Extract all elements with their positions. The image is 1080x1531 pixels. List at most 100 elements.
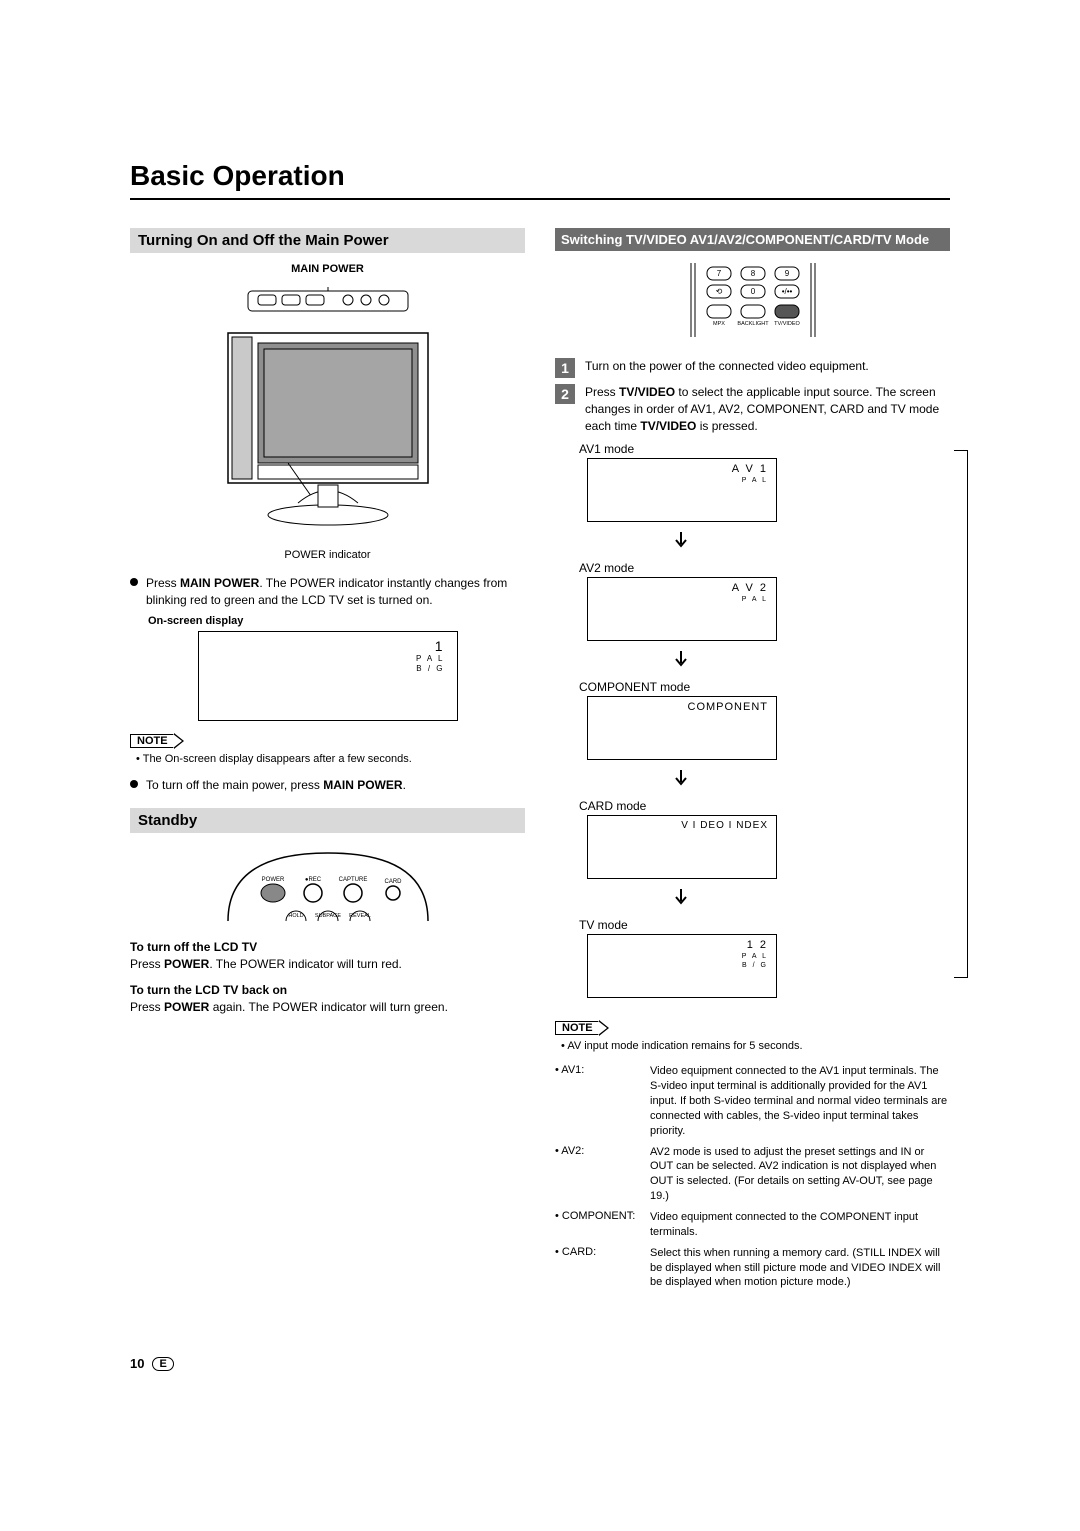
step-1: 1 Turn on the power of the connected vid… <box>555 358 950 378</box>
bold-main-power: MAIN POWER <box>180 576 259 590</box>
mode-av1: AV1 mode A V 1 P A L <box>579 442 950 522</box>
svg-text:•/••: •/•• <box>781 287 792 296</box>
mode-label: CARD mode <box>579 799 950 813</box>
arrow-down-icon <box>675 532 687 552</box>
tv-illustration: POWER indicator <box>130 283 525 563</box>
svg-text:CARD: CARD <box>384 879 402 885</box>
mode-box: A V 2 P A L <box>587 577 777 641</box>
remote-illustration: 7 8 9 ⟲ 0 •/•• MPX BACKLIGHT TV/VIDEO <box>555 261 950 344</box>
svg-text:BACKLIGHT: BACKLIGHT <box>737 321 769 327</box>
def-key: • AV1: <box>555 1064 650 1138</box>
note-tag: NOTE <box>130 734 175 748</box>
osd-number: 1 <box>435 638 445 654</box>
mode-sub2: B / G <box>742 962 768 969</box>
turn-on-lcd-text: Press POWER again. The POWER indicator w… <box>130 999 525 1016</box>
step-1-text: Turn on the power of the connected video… <box>585 358 869 375</box>
text: Press <box>146 576 180 590</box>
def-value: Video equipment connected to the AV1 inp… <box>650 1064 950 1138</box>
svg-text:8: 8 <box>750 269 755 278</box>
mode-box: 1 2 P A L B / G <box>587 934 777 998</box>
svg-text:MPX: MPX <box>713 321 725 327</box>
page-number: 10 <box>130 1356 144 1371</box>
def-component: • COMPONENT: Video equipment connected t… <box>555 1210 950 1240</box>
mode-sub: P A L <box>742 953 768 960</box>
left-column: Turning On and Off the Main Power MAIN P… <box>130 228 525 1296</box>
mode-sub: P A L <box>742 477 768 484</box>
step-number: 1 <box>555 358 575 378</box>
bold-power: POWER <box>164 957 209 971</box>
turn-off-instruction: To turn off the main power, press MAIN P… <box>130 777 525 794</box>
standby-panel-illustration: POWER ●REC CAPTURE CARD HOLD SUBPAGE REV… <box>130 843 525 928</box>
language-badge: E <box>152 1357 173 1371</box>
mode-indicator: 1 2 <box>747 939 768 951</box>
svg-text:9: 9 <box>784 269 789 278</box>
osd-bg: B / G <box>416 664 444 673</box>
power-indicator-caption: POWER indicator <box>130 548 525 563</box>
mode-tv: TV mode 1 2 P A L B / G <box>579 918 950 998</box>
mode-indicator: A V 1 <box>732 463 768 475</box>
page-footer: 10 E <box>130 1356 950 1371</box>
svg-text:REVEAL: REVEAL <box>349 913 371 919</box>
bold-power: POWER <box>164 1000 209 1014</box>
osd-pal: P A L <box>416 654 445 663</box>
section-heading-standby: Standby <box>130 808 525 833</box>
bold-main-power: MAIN POWER <box>323 778 402 792</box>
turn-off-lcd-text: Press POWER. The POWER indicator will tu… <box>130 956 525 973</box>
text: Press <box>585 385 619 399</box>
right-column: Switching TV/VIDEO AV1/AV2/COMPONENT/CAR… <box>555 228 950 1296</box>
svg-text:TV/VIDEO: TV/VIDEO <box>774 321 800 327</box>
def-av2: • AV2: AV2 mode is used to adjust the pr… <box>555 1145 950 1204</box>
page-title: Basic Operation <box>130 160 950 200</box>
step-2-text: Press TV/VIDEO to select the applicable … <box>585 384 950 434</box>
main-power-label: MAIN POWER <box>130 263 525 275</box>
def-key: • CARD: <box>555 1246 650 1291</box>
mode-indicator: V I DEO I NDEX <box>681 820 768 831</box>
text: To turn off the main power, press <box>146 778 323 792</box>
svg-text:⟲: ⟲ <box>715 287 722 296</box>
text: again. The POWER indicator will turn gre… <box>209 1000 448 1014</box>
text: is pressed. <box>696 419 757 433</box>
svg-text:SUBPAGE: SUBPAGE <box>314 913 341 919</box>
note-text: • AV input mode indication remains for 5… <box>561 1040 950 1052</box>
bullet-icon <box>130 578 138 586</box>
svg-text:●REC: ●REC <box>304 877 321 883</box>
bold-tvvideo: TV/VIDEO <box>619 385 675 399</box>
two-column-layout: Turning On and Off the Main Power MAIN P… <box>130 228 950 1296</box>
bold-tvvideo: TV/VIDEO <box>640 419 696 433</box>
turn-on-lcd-heading: To turn the LCD TV back on <box>130 983 525 997</box>
arrow-down-icon <box>675 889 687 909</box>
mode-component: COMPONENT mode COMPONENT <box>579 680 950 760</box>
mode-label: AV2 mode <box>579 561 950 575</box>
def-value: Video equipment connected to the COMPONE… <box>650 1210 950 1240</box>
svg-text:0: 0 <box>750 287 755 296</box>
mode-box: COMPONENT <box>587 696 777 760</box>
onscreen-display-box: 1 P A L B / G <box>198 631 458 721</box>
mode-av2: AV2 mode A V 2 P A L <box>579 561 950 641</box>
note-content: The On-screen display disappears after a… <box>143 753 412 765</box>
def-av1: • AV1: Video equipment connected to the … <box>555 1064 950 1138</box>
cycle-bracket <box>954 450 968 978</box>
mode-label: TV mode <box>579 918 950 932</box>
text: Press <box>130 957 164 971</box>
mode-sequence: AV1 mode A V 1 P A L AV2 mode A V 2 P A … <box>579 442 950 998</box>
def-value: AV2 mode is used to adjust the preset se… <box>650 1145 950 1204</box>
section-heading-tvvideo: Switching TV/VIDEO AV1/AV2/COMPONENT/CAR… <box>555 228 950 251</box>
text: Press <box>130 1000 164 1014</box>
mode-card: CARD mode V I DEO I NDEX <box>579 799 950 879</box>
step-number: 2 <box>555 384 575 404</box>
mode-indicator: A V 2 <box>732 582 768 594</box>
step-2: 2 Press TV/VIDEO to select the applicabl… <box>555 384 950 434</box>
text: . <box>403 778 406 792</box>
svg-text:CAPTURE: CAPTURE <box>338 877 367 883</box>
mode-label: AV1 mode <box>579 442 950 456</box>
mode-indicator: COMPONENT <box>688 701 769 713</box>
mode-sub: P A L <box>742 596 768 603</box>
note-text: • The On-screen display disappears after… <box>136 753 525 765</box>
bullet-icon <box>130 780 138 788</box>
svg-text:7: 7 <box>716 269 721 278</box>
def-card: • CARD: Select this when running a memor… <box>555 1246 950 1291</box>
def-key: • AV2: <box>555 1145 650 1204</box>
main-power-instruction: Press MAIN POWER. The POWER indicator in… <box>130 575 525 609</box>
mode-box: V I DEO I NDEX <box>587 815 777 879</box>
svg-text:POWER: POWER <box>261 877 284 883</box>
